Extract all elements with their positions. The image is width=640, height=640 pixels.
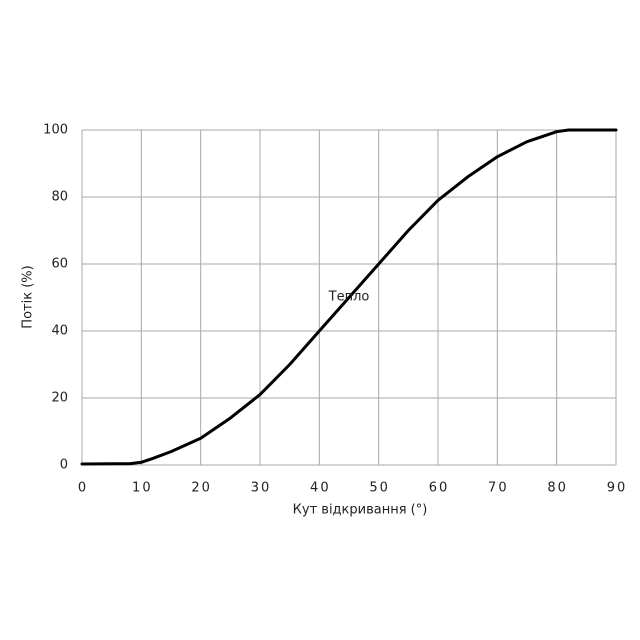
x-tick-label: 10 — [132, 481, 153, 496]
x-tick-label: 50 — [369, 481, 390, 496]
x-tick-label: 40 — [310, 481, 331, 496]
x-tick-label: 0 — [78, 481, 88, 496]
x-tick-label: 90 — [607, 481, 628, 496]
x-tick-label: 20 — [191, 481, 212, 496]
y-tick-label: 40 — [51, 324, 68, 339]
x-tick-label: 80 — [547, 481, 568, 496]
x-axis-label: Кут відкривання (°) — [293, 503, 428, 518]
y-tick-label: 20 — [51, 391, 68, 406]
x-tick-label: 70 — [488, 481, 509, 496]
x-tick-label: 60 — [429, 481, 450, 496]
series-label: Тепло — [328, 290, 370, 305]
y-tick-label: 80 — [51, 190, 68, 205]
data-line — [80, 128, 618, 466]
y-axis-label: Потік (%) — [21, 265, 36, 328]
y-tick-label: 0 — [60, 458, 68, 473]
y-tick-label: 100 — [43, 123, 68, 138]
y-tick-label: 60 — [51, 257, 68, 272]
x-tick-label: 30 — [251, 481, 272, 496]
